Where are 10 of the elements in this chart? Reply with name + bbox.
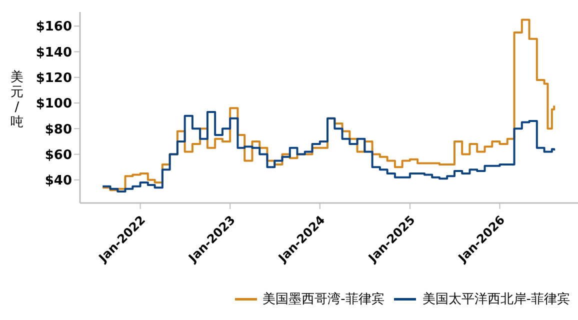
- y-tick-label: $80: [44, 122, 72, 138]
- y-tick-label: $160: [36, 20, 72, 35]
- y-tick-label: $60: [44, 148, 72, 163]
- y-tick-label: $100: [36, 96, 72, 112]
- y-tick-label: $40: [44, 174, 72, 189]
- legend-label: 美国墨西哥湾-菲律宾: [262, 291, 384, 308]
- y-tick-label: $120: [36, 70, 72, 86]
- y-axis-title: 美元/吨: [10, 70, 24, 130]
- legend-label: 美国太平洋西北岸-菲律宾: [422, 291, 570, 308]
- y-tick-label: $140: [36, 45, 72, 60]
